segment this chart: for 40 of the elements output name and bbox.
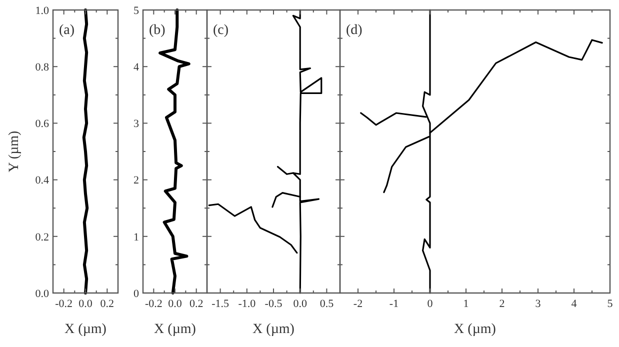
annotation: (a) (59, 23, 75, 38)
x-tick-label: 2 (499, 298, 505, 310)
annotation: (d) (346, 23, 363, 38)
y-tick-label: 5 (134, 4, 140, 17)
x-tick-label: 0.2 (189, 298, 204, 310)
y-tick-label: 0 (134, 288, 140, 300)
y-tick-label: 1 (134, 231, 139, 244)
annotation: (c) (213, 23, 229, 38)
x-tick-label: 0.2 (100, 298, 114, 310)
y-axis-title: Y (µm) (7, 130, 22, 172)
x-tick-label: -0.5 (264, 298, 283, 310)
x-axis-title: X (µm) (64, 322, 107, 337)
x-tick-label: 4 (571, 298, 578, 310)
y-tick-label: 0.4 (35, 174, 50, 187)
y-tick-label: 0.2 (35, 231, 49, 244)
x-tick-label: 0 (427, 298, 434, 310)
x-axis-title: X (µm) (154, 322, 196, 337)
y-tick-label: 0.6 (35, 118, 50, 130)
y-tick-label: 2 (134, 174, 139, 187)
x-tick-label: -1.5 (212, 298, 230, 310)
x-tick-label: -0.2 (55, 298, 73, 310)
x-tick-label: 0.0 (78, 298, 93, 310)
x-axis-title: X (µm) (252, 322, 295, 337)
x-tick-label: 0.5 (320, 298, 334, 310)
x-tick-label: -2 (353, 298, 363, 310)
x-tick-label: 0.0 (168, 298, 182, 310)
annotation: (b) (149, 23, 166, 38)
y-tick-label: 4 (134, 61, 140, 74)
x-tick-label: 3 (535, 298, 542, 310)
x-tick-label: 5 (607, 298, 614, 310)
x-tick-label: -0.2 (144, 298, 162, 310)
y-tick-label: 0.0 (35, 288, 50, 300)
x-axis-title: X (µm) (454, 322, 496, 337)
y-tick-label: 3 (134, 118, 140, 130)
x-tick-label: 0.0 (293, 298, 308, 310)
x-tick-label: -1.0 (238, 298, 256, 310)
x-tick-label: 1 (463, 298, 469, 310)
y-tick-label: 0.8 (35, 61, 50, 74)
x-tick-label: -1 (389, 298, 399, 310)
y-tick-label: 1.0 (35, 4, 50, 17)
